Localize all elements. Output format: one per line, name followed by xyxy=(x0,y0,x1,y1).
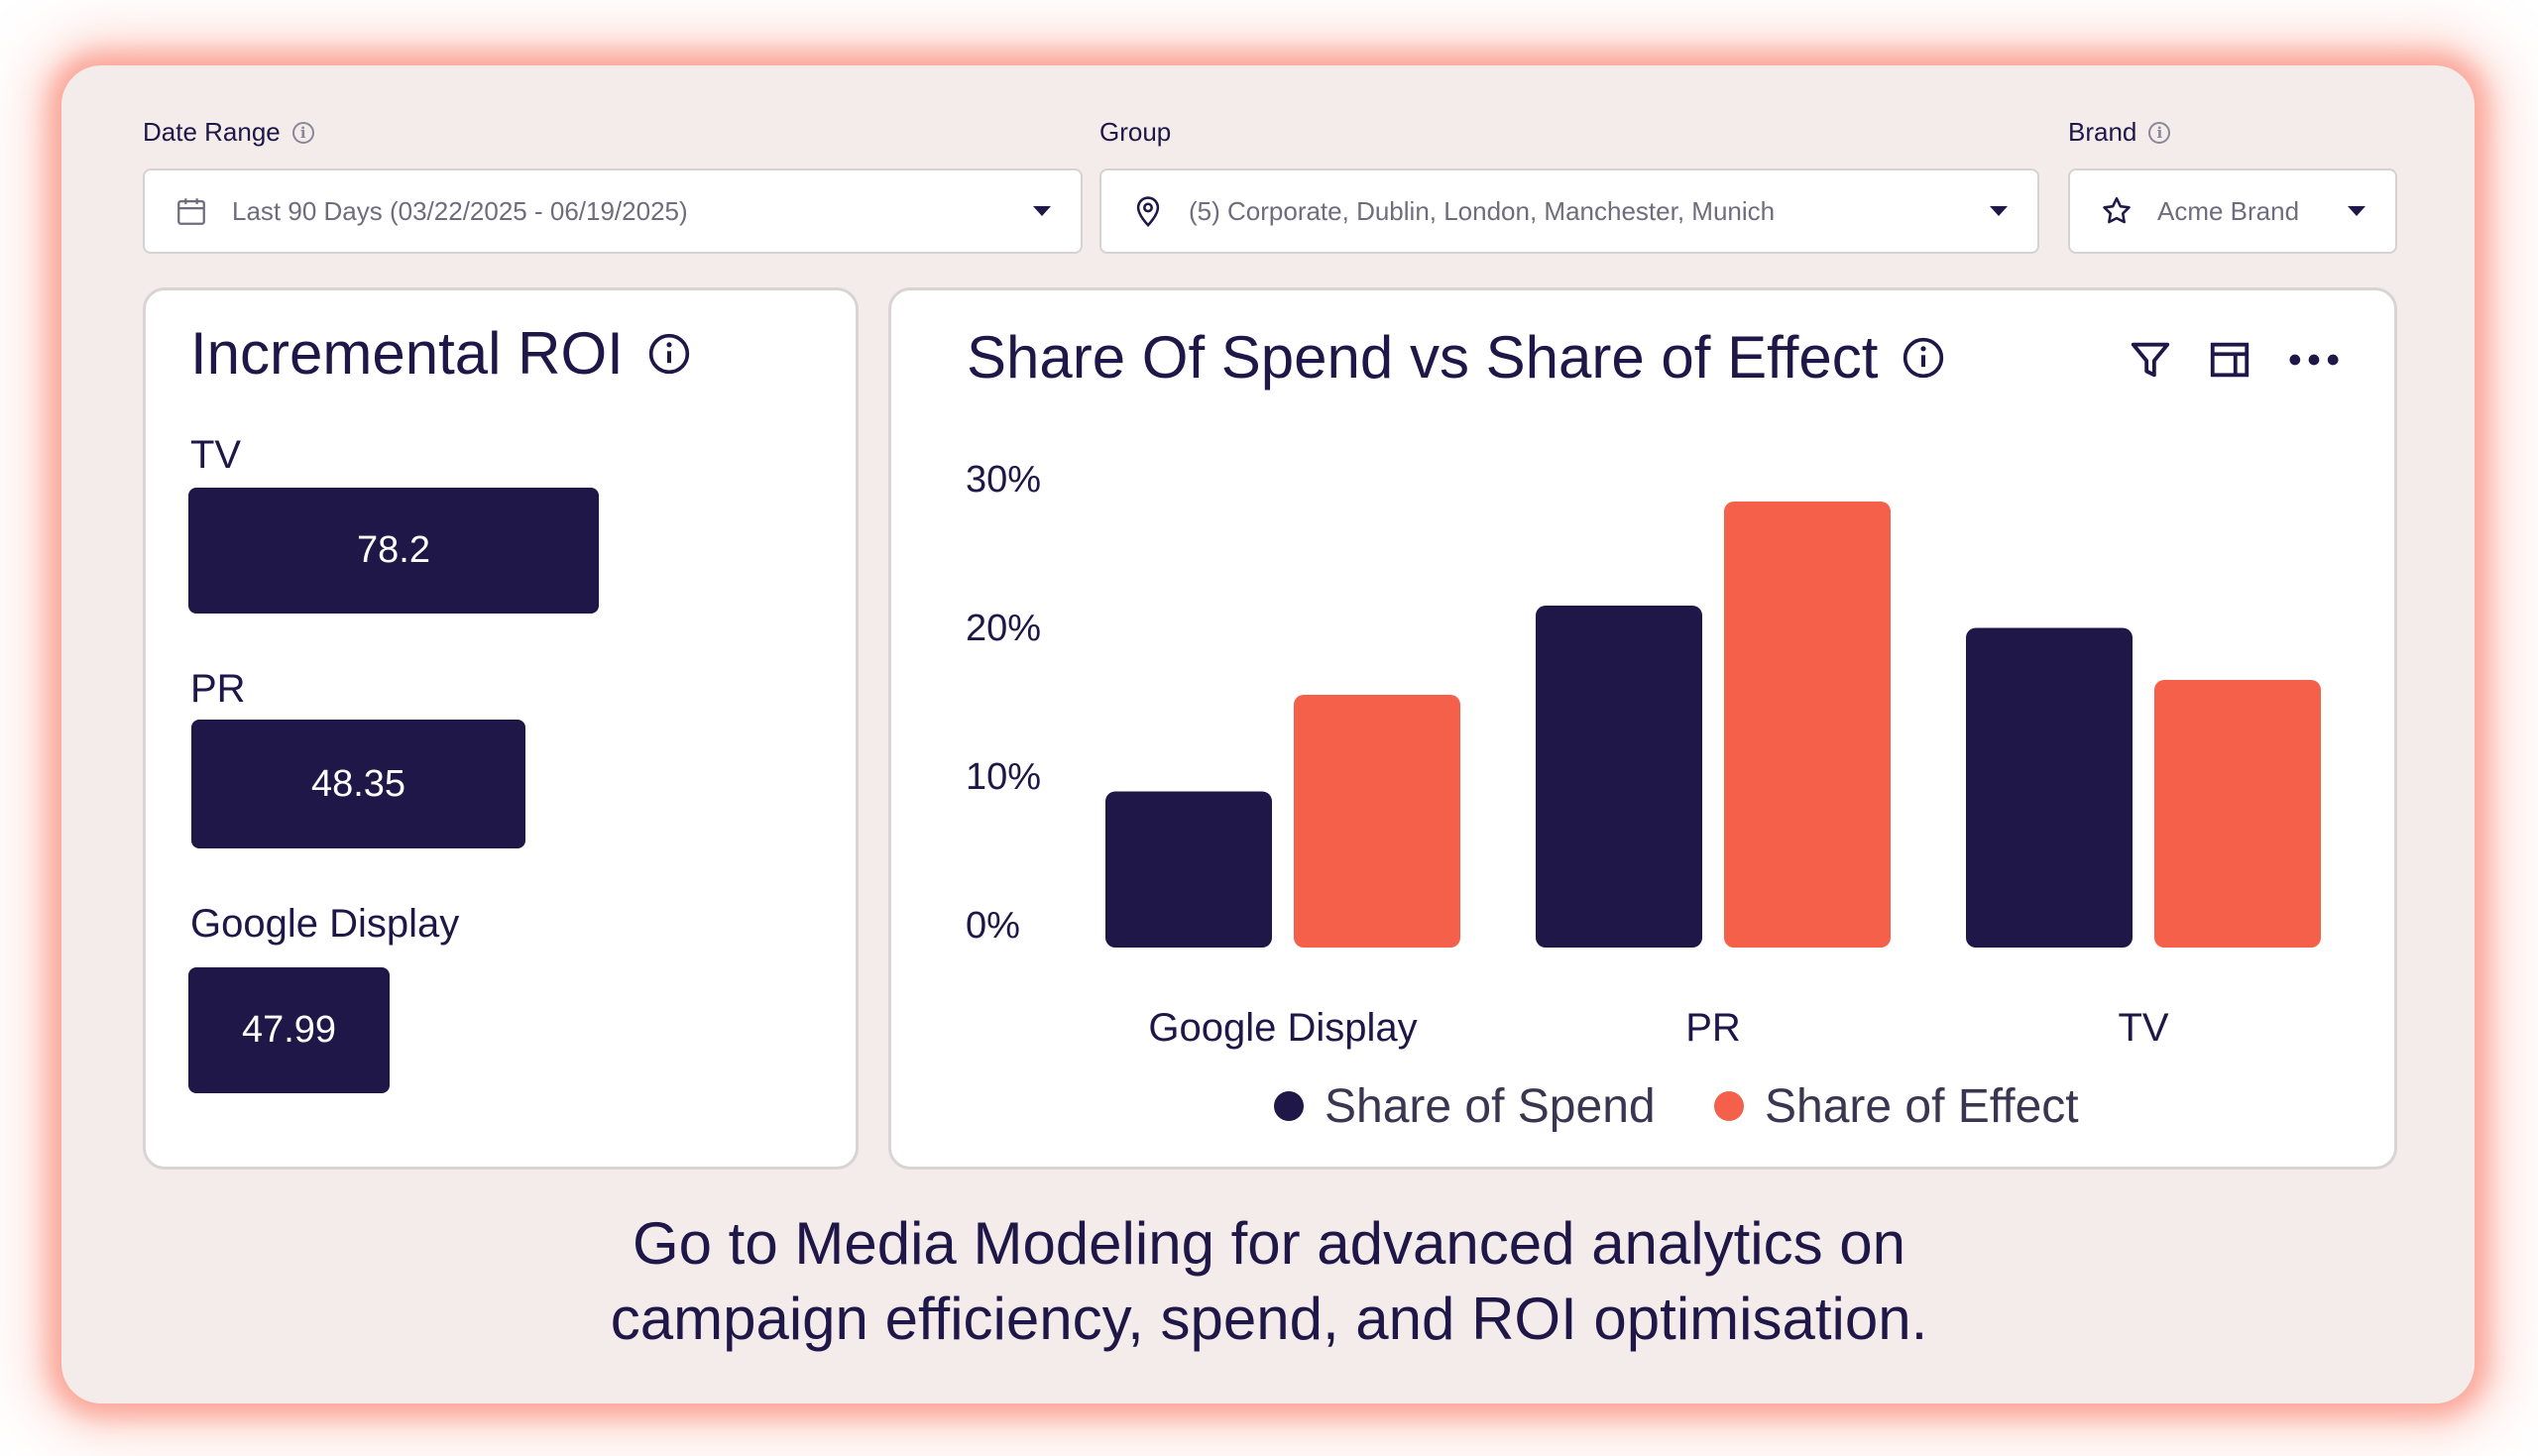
chart-legend: Share of Spend Share of Effect xyxy=(1274,1080,2079,1133)
brand-select[interactable]: Acme Brand xyxy=(2068,168,2397,254)
date-range-label-text: Date Range xyxy=(143,117,281,147)
x-category-label: Google Display xyxy=(1148,1006,1417,1050)
layout-icon[interactable] xyxy=(2207,337,2252,383)
chevron-down-icon xyxy=(1990,206,2008,216)
star-icon xyxy=(2103,196,2131,224)
roi-label-tv: TV xyxy=(190,433,242,477)
footer-line-1: Go to Media Modeling for advanced analyt… xyxy=(632,1210,1906,1277)
footer-line-2: campaign efficiency, spend, and ROI opti… xyxy=(610,1286,1928,1352)
chevron-down-icon xyxy=(1033,206,1051,216)
bar-google-display-share-of-effect[interactable] xyxy=(1294,695,1460,948)
roi-label-google-display: Google Display xyxy=(190,902,460,946)
share-of-spend-title-text: Share Of Spend vs Share of Effect xyxy=(967,324,1879,391)
calendar-icon xyxy=(177,198,205,225)
brand-info-icon[interactable]: i xyxy=(2148,121,2171,144)
group-value: (5) Corporate, Dublin, London, Mancheste… xyxy=(1189,195,1776,226)
legend-label[interactable]: Share of Spend xyxy=(1325,1080,1656,1133)
y-axis-ticks: 0% 10% 20% 30% xyxy=(966,459,1041,947)
bars xyxy=(1105,502,2321,948)
x-category-label: PR xyxy=(1685,1006,1741,1050)
incremental-roi-title: Incremental ROI xyxy=(190,319,691,388)
group-label: Group xyxy=(1099,117,1171,148)
share-of-spend-title: Share Of Spend vs Share of Effect xyxy=(967,323,1945,392)
group-select[interactable]: (5) Corporate, Dublin, London, Mancheste… xyxy=(1099,168,2039,254)
roi-value-google-display: 47.99 xyxy=(241,1009,337,1051)
location-pin-icon xyxy=(1136,196,1160,227)
legend-marker xyxy=(1714,1091,1744,1121)
date-range-value: Last 90 Days (03/22/2025 - 06/19/2025) xyxy=(232,195,688,226)
brand-label: Brand i xyxy=(2068,117,2171,148)
bar-google-display-share-of-spend[interactable] xyxy=(1105,791,1272,949)
y-tick-label: 20% xyxy=(966,608,1041,649)
legend-label[interactable]: Share of Effect xyxy=(1765,1080,2079,1133)
roi-bar-pr: 48.35 xyxy=(191,720,525,848)
incremental-roi-title-text: Incremental ROI xyxy=(190,320,624,387)
bar-tv-share-of-spend[interactable] xyxy=(1966,627,2133,949)
roi-bar-google-display: 47.99 xyxy=(188,967,390,1093)
info-icon[interactable] xyxy=(1902,336,1945,380)
bar-pr-share-of-effect[interactable] xyxy=(1724,502,1891,948)
y-tick-label: 10% xyxy=(966,756,1041,798)
brand-value: Acme Brand xyxy=(2157,195,2300,226)
group-label-text: Group xyxy=(1099,117,1172,147)
y-tick-label: 0% xyxy=(966,905,1020,947)
filter-icon[interactable] xyxy=(2128,337,2173,383)
legend-marker xyxy=(1274,1091,1304,1121)
x-category-label: TV xyxy=(2118,1006,2168,1050)
date-range-select[interactable]: Last 90 Days (03/22/2025 - 06/19/2025) xyxy=(143,168,1083,254)
info-icon[interactable] xyxy=(647,332,691,376)
roi-value-pr: 48.35 xyxy=(310,762,406,805)
roi-value-tv: 78.2 xyxy=(357,529,430,571)
date-range-info-icon[interactable]: i xyxy=(291,121,314,144)
roi-label-pr: PR xyxy=(190,667,246,711)
date-range-label: Date Range i xyxy=(143,117,314,148)
bar-tv-share-of-effect[interactable] xyxy=(2154,680,2321,948)
roi-bar-tv: 78.2 xyxy=(188,488,599,614)
bar-pr-share-of-spend[interactable] xyxy=(1536,606,1702,948)
chevron-down-icon xyxy=(2348,206,2365,216)
y-tick-label: 30% xyxy=(966,459,1041,501)
more-options-icon[interactable] xyxy=(2286,337,2342,383)
brand-label-text: Brand xyxy=(2068,117,2137,147)
x-axis-labels: Google Display PR TV xyxy=(1148,1006,2168,1050)
